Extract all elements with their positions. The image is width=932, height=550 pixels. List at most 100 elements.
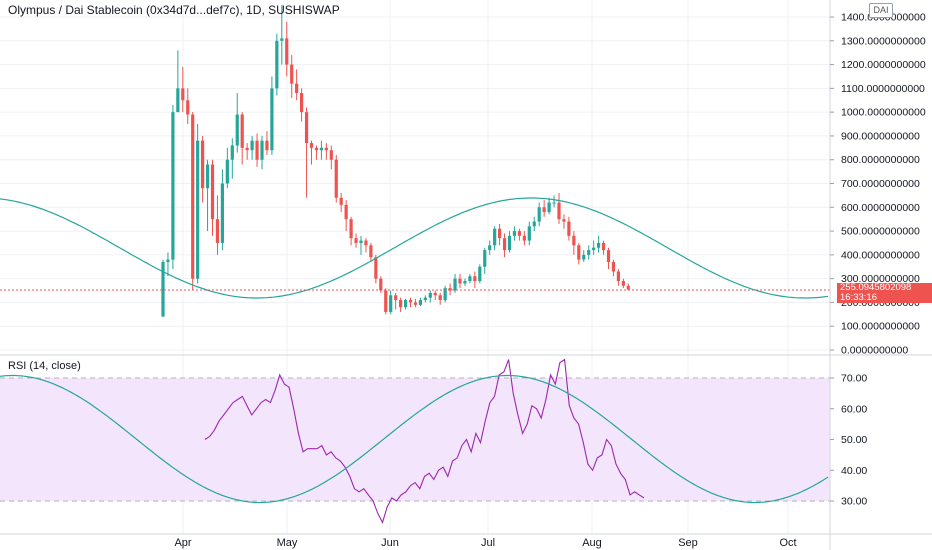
candle-body[interactable] (225, 159, 229, 184)
candle-body[interactable] (408, 300, 413, 303)
candle-body[interactable] (280, 38, 284, 41)
candle-body[interactable] (319, 147, 323, 151)
candle-body[interactable] (339, 197, 343, 205)
candle-body[interactable] (399, 300, 403, 308)
candle-body[interactable] (201, 140, 205, 189)
candle-body[interactable] (428, 292, 432, 298)
candle-body[interactable] (295, 83, 299, 94)
candle-body[interactable] (186, 100, 190, 115)
candle-body[interactable] (250, 140, 254, 151)
candle-body[interactable] (255, 140, 259, 160)
candle-body[interactable] (512, 231, 517, 236)
candle-body[interactable] (413, 302, 418, 305)
candle-body[interactable] (493, 228, 497, 246)
candle-body[interactable] (483, 250, 487, 267)
candle-body[interactable] (300, 93, 304, 113)
rsi-axis[interactable]: 70.00 60.00 50.00 40.00 30.00 (830, 373, 867, 508)
candle-body[interactable] (552, 202, 556, 204)
candle-body[interactable] (468, 276, 472, 282)
candle-body[interactable] (577, 245, 581, 260)
candle-body[interactable] (453, 278, 457, 291)
candle-body[interactable] (448, 288, 452, 291)
candle-body[interactable] (260, 140, 264, 160)
candle-body[interactable] (240, 114, 244, 148)
candle-body[interactable] (626, 285, 630, 290)
candle-body[interactable] (191, 114, 195, 279)
candle-body[interactable] (463, 281, 467, 284)
candle-body[interactable] (329, 150, 333, 160)
candle-body[interactable] (537, 207, 541, 222)
candle-body[interactable] (438, 295, 442, 301)
candle-body[interactable] (458, 278, 462, 284)
candle-body[interactable] (334, 159, 338, 198)
candle-body[interactable] (171, 112, 175, 260)
candle-body[interactable] (567, 221, 571, 236)
candle-body[interactable] (205, 164, 210, 189)
candle-body[interactable] (473, 276, 477, 282)
candle-body[interactable] (230, 145, 234, 160)
candle-body[interactable] (290, 64, 294, 84)
candle-body[interactable] (587, 250, 591, 255)
rsi-line[interactable] (204, 358, 645, 524)
candle-body[interactable] (572, 235, 576, 246)
candle-body[interactable] (176, 88, 180, 113)
candle-body[interactable] (235, 114, 239, 146)
candle-body[interactable] (220, 183, 224, 243)
candle-body[interactable] (369, 245, 373, 258)
currency-badge[interactable]: DAI (869, 3, 893, 18)
candle-body[interactable] (423, 297, 427, 301)
candle-body[interactable] (478, 266, 482, 282)
candle-body[interactable] (498, 228, 502, 239)
candle-body[interactable] (275, 40, 279, 89)
candle-body[interactable] (359, 240, 363, 243)
candle-body[interactable] (364, 240, 368, 246)
candle-body[interactable] (324, 147, 328, 151)
candle-body[interactable] (349, 219, 353, 239)
candle-body[interactable] (507, 235, 512, 251)
candle-body[interactable] (606, 250, 611, 262)
candle-body[interactable] (181, 88, 185, 101)
candle-body[interactable] (597, 242, 601, 248)
candle-body[interactable] (161, 261, 165, 317)
candle-body[interactable] (215, 219, 220, 243)
candle-body[interactable] (443, 288, 447, 301)
candle-body[interactable] (389, 295, 393, 312)
candle-body[interactable] (196, 140, 200, 279)
price-axis[interactable]: 1400.00000000001300.00000000001200.00000… (830, 12, 926, 357)
candle-body[interactable] (245, 147, 249, 151)
candle-body[interactable] (592, 247, 596, 251)
candle-body[interactable] (502, 238, 507, 251)
candle-body[interactable] (557, 202, 561, 220)
candle-body[interactable] (562, 219, 566, 222)
candle-body[interactable] (517, 231, 521, 236)
candle-body[interactable] (304, 112, 309, 144)
candle-body[interactable] (611, 261, 616, 272)
candle-body[interactable] (582, 254, 586, 260)
candle-body[interactable] (344, 204, 348, 220)
candle-body[interactable] (547, 202, 551, 213)
candle-body[interactable] (488, 245, 492, 251)
candle-body[interactable] (616, 271, 620, 282)
candles[interactable] (161, 5, 630, 317)
candle-body[interactable] (394, 295, 398, 301)
candle-body[interactable] (403, 300, 408, 308)
candle-body[interactable] (354, 238, 358, 243)
candle-body[interactable] (601, 242, 606, 251)
candle-body[interactable] (542, 207, 546, 213)
candle-body[interactable] (527, 226, 531, 241)
candle-body[interactable] (166, 259, 170, 262)
candle-body[interactable] (314, 147, 319, 151)
candle-body[interactable] (210, 164, 215, 220)
candle-body[interactable] (379, 278, 383, 291)
candle-body[interactable] (433, 292, 437, 296)
time-axis[interactable]: Apr May Jun Jul Aug Sep Oct (174, 537, 796, 549)
candle-body[interactable] (374, 257, 378, 279)
candle-body[interactable] (265, 140, 269, 151)
candle-body[interactable] (384, 290, 388, 312)
rsi-indicator-label[interactable]: RSI (14, close) (8, 360, 81, 372)
candle-body[interactable] (270, 88, 274, 151)
candle-body[interactable] (532, 221, 536, 227)
candle-body[interactable] (522, 235, 526, 241)
candle-body[interactable] (285, 38, 289, 65)
